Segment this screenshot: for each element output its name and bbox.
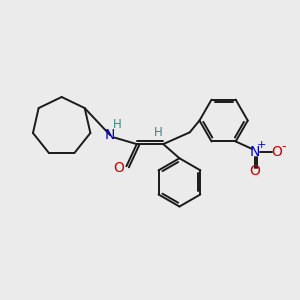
Text: N: N <box>250 145 260 159</box>
Text: +: + <box>256 140 266 150</box>
Text: H: H <box>113 118 122 130</box>
Text: H: H <box>154 126 162 139</box>
Text: O: O <box>272 145 282 159</box>
Text: -: - <box>281 140 286 153</box>
Text: O: O <box>113 161 124 175</box>
Text: N: N <box>105 128 116 142</box>
Text: O: O <box>249 164 260 178</box>
